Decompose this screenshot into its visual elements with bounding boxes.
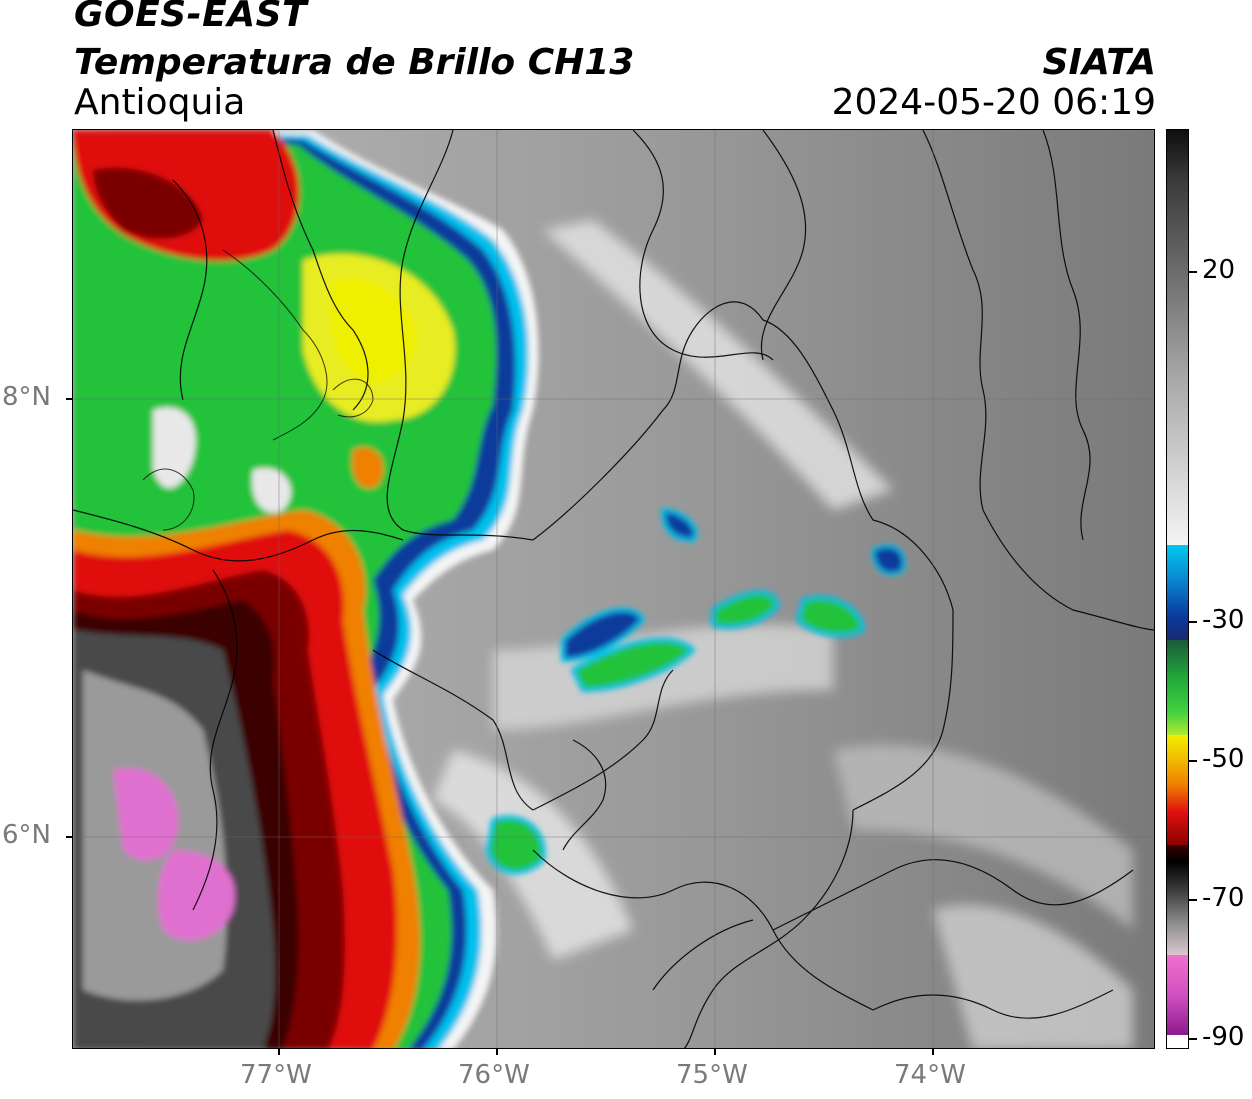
cb-tick-minus50	[1189, 760, 1197, 762]
cb-pink-purple	[1167, 955, 1188, 1035]
lon-label-74w: 74°W	[894, 1060, 966, 1090]
cb-bottom-white	[1167, 1035, 1188, 1048]
cb-tick-minus90	[1189, 1038, 1197, 1040]
lon-label-76w: 76°W	[458, 1060, 530, 1090]
cb-tick-minus30	[1189, 621, 1197, 623]
cb-label-minus30: -30	[1202, 605, 1245, 635]
cb-label-20: 20	[1202, 255, 1236, 285]
convective-cells-central	[485, 507, 906, 875]
lon-tick-76w	[496, 1049, 498, 1055]
temperature-colorbar	[1166, 129, 1189, 1049]
lon-tick-75w	[714, 1049, 716, 1055]
cb-tick-minus70	[1189, 899, 1197, 901]
map-canvas	[73, 130, 1154, 1048]
lon-label-75w: 75°W	[676, 1060, 748, 1090]
lat-label-8n: 8°N	[2, 382, 51, 412]
lat-tick-6n	[66, 836, 72, 838]
graticule	[73, 130, 1154, 1048]
lon-tick-77w	[278, 1049, 280, 1055]
cb-gray	[1167, 130, 1188, 545]
cb-cyan-blue	[1167, 545, 1188, 640]
lat-label-6n: 6°N	[2, 820, 51, 850]
title-region: Antioquia	[74, 82, 246, 123]
lat-tick-8n	[66, 398, 72, 400]
country-boundaries	[73, 130, 1154, 1048]
lon-tick-74w	[932, 1049, 934, 1055]
cb-label-minus90: -90	[1202, 1022, 1245, 1052]
satellite-map[interactable]	[72, 129, 1155, 1049]
cb-dark-gray	[1167, 845, 1188, 955]
title-datetime: 2024-05-20 06:19	[831, 82, 1156, 123]
cb-green	[1167, 640, 1188, 735]
cb-label-minus70: -70	[1202, 883, 1245, 913]
title-product: Temperatura de Brillo CH13	[74, 42, 635, 83]
cb-label-minus50: -50	[1202, 744, 1245, 774]
lon-label-77w: 77°W	[240, 1060, 312, 1090]
title-satellite: GOES-EAST	[74, 0, 308, 35]
title-organization: SIATA	[1042, 42, 1156, 83]
cb-tick-20	[1189, 271, 1197, 273]
cb-yellow-red	[1167, 735, 1188, 845]
coastline	[142, 249, 374, 531]
